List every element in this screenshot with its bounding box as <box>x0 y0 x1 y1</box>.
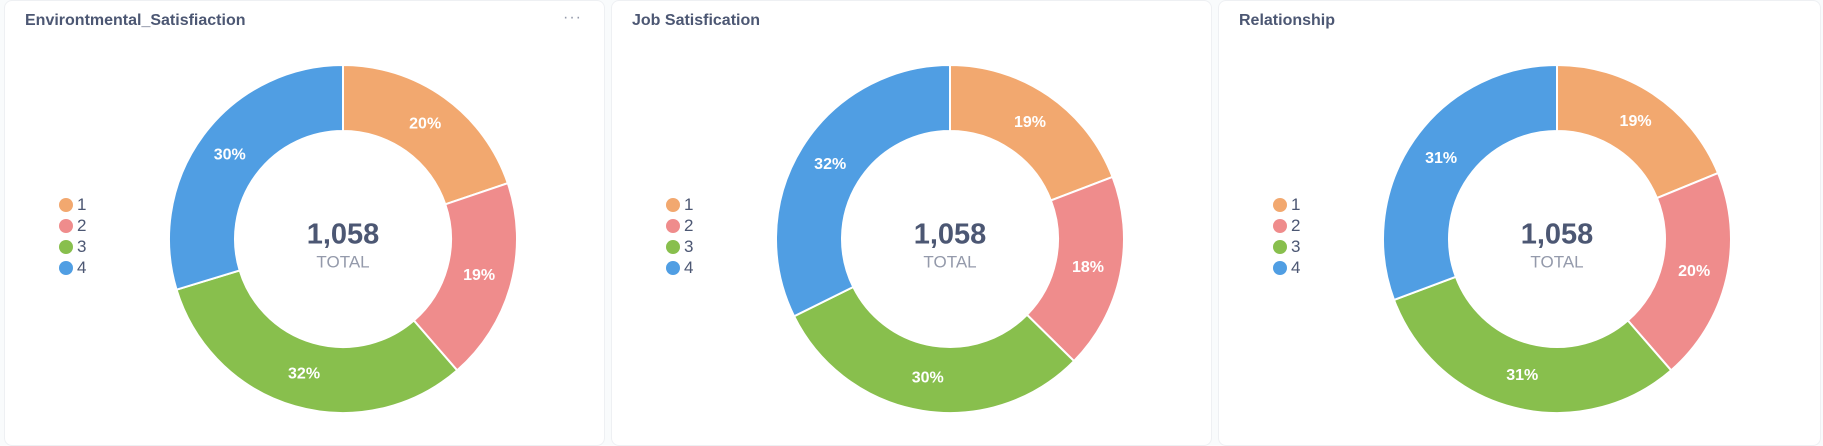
legend-item[interactable]: 1 <box>59 194 86 215</box>
legend-item[interactable]: 3 <box>59 236 86 257</box>
legend-dot <box>666 218 680 233</box>
ellipsis-icon[interactable]: ··· <box>563 9 582 26</box>
legend-label: 3 <box>1291 236 1301 256</box>
legend-dot <box>666 260 680 275</box>
legend-label: 1 <box>684 194 694 214</box>
donut-chart: 19% 18% 30% 32% 1,058 TOTAL <box>775 64 1125 414</box>
legend: 1 2 3 4 <box>59 194 86 278</box>
legend-dot <box>59 197 73 212</box>
card-title: Environtmental_Satisfiaction <box>25 12 246 29</box>
slice-percent-label: 19% <box>1014 114 1046 131</box>
legend-label: 3 <box>684 236 694 256</box>
legend: 1 2 3 4 <box>1273 194 1300 278</box>
legend-dot <box>1273 218 1287 233</box>
legend-dot <box>666 197 680 212</box>
legend-dot <box>1273 239 1287 254</box>
legend-label: 4 <box>684 257 694 277</box>
legend-label: 2 <box>684 215 694 235</box>
legend-item[interactable]: 2 <box>59 215 86 236</box>
card-title: Relationship <box>1239 12 1336 29</box>
legend-label: 2 <box>1291 215 1301 235</box>
legend-item[interactable]: 2 <box>666 215 693 236</box>
legend-dot <box>1273 260 1287 275</box>
slice-percent-label: 19% <box>463 267 495 284</box>
card-job-satisfaction: Job Satisfication 1 2 3 4 19% 18% 30% 32% 1… <box>611 0 1212 446</box>
donut-slice-1[interactable] <box>342 64 510 206</box>
slice-percent-label: 18% <box>1072 259 1104 276</box>
legend-label: 2 <box>77 215 87 235</box>
legend-item[interactable]: 4 <box>666 257 693 278</box>
donut-slice-3[interactable] <box>1392 275 1673 414</box>
total-label: TOTAL <box>923 252 976 271</box>
slice-percent-label: 32% <box>814 156 846 173</box>
slice-percent-label: 32% <box>288 366 320 383</box>
slice-percent-label: 30% <box>912 369 944 386</box>
slice-percent-label: 31% <box>1506 367 1538 384</box>
slice-percent-label: 20% <box>409 116 441 133</box>
legend-label: 3 <box>77 236 87 256</box>
card-title: Job Satisfication <box>632 12 761 29</box>
donut-slice-4[interactable] <box>168 64 344 291</box>
total-value: 1,058 <box>307 219 380 251</box>
donut-slice-3[interactable] <box>792 285 1076 414</box>
donut-slice-1[interactable] <box>1556 64 1720 200</box>
donut-slice-1[interactable] <box>949 64 1114 202</box>
legend-item[interactable]: 3 <box>1273 236 1300 257</box>
legend-dot <box>59 239 73 254</box>
legend-dot <box>59 218 73 233</box>
donut-chart: 20% 19% 32% 30% 1,058 TOTAL <box>168 64 518 414</box>
legend-item[interactable]: 2 <box>1273 215 1300 236</box>
donut-chart: 19% 20% 31% 31% 1,058 TOTAL <box>1382 64 1732 414</box>
slice-percent-label: 20% <box>1678 263 1710 280</box>
donut-slice-4[interactable] <box>1382 64 1558 302</box>
legend: 1 2 3 4 <box>666 194 693 278</box>
donut-slice-4[interactable] <box>775 64 951 318</box>
card-relationship: Relationship 1 2 3 4 19% 20% 31% 31% 1,058 … <box>1218 0 1821 446</box>
legend-label: 4 <box>77 257 87 277</box>
legend-dot <box>1273 197 1287 212</box>
legend-item[interactable]: 1 <box>1273 194 1300 215</box>
card-environmental-satisfaction: Environtmental_Satisfiaction ··· 1 2 3 4… <box>4 0 605 446</box>
slice-percent-label: 19% <box>1620 113 1652 130</box>
legend-item[interactable]: 4 <box>1273 257 1300 278</box>
donut-slice-3[interactable] <box>175 269 459 414</box>
total-value: 1,058 <box>914 219 987 251</box>
legend-dot <box>666 239 680 254</box>
total-label: TOTAL <box>1530 252 1583 271</box>
legend-item[interactable]: 4 <box>59 257 86 278</box>
total-label: TOTAL <box>316 252 369 271</box>
legend-label: 4 <box>1291 257 1301 277</box>
legend-dot <box>59 260 73 275</box>
legend-label: 1 <box>77 194 87 214</box>
legend-label: 1 <box>1291 194 1301 214</box>
slice-percent-label: 30% <box>214 146 246 163</box>
legend-item[interactable]: 3 <box>666 236 693 257</box>
slice-percent-label: 31% <box>1425 150 1457 167</box>
legend-item[interactable]: 1 <box>666 194 693 215</box>
total-value: 1,058 <box>1521 219 1594 251</box>
